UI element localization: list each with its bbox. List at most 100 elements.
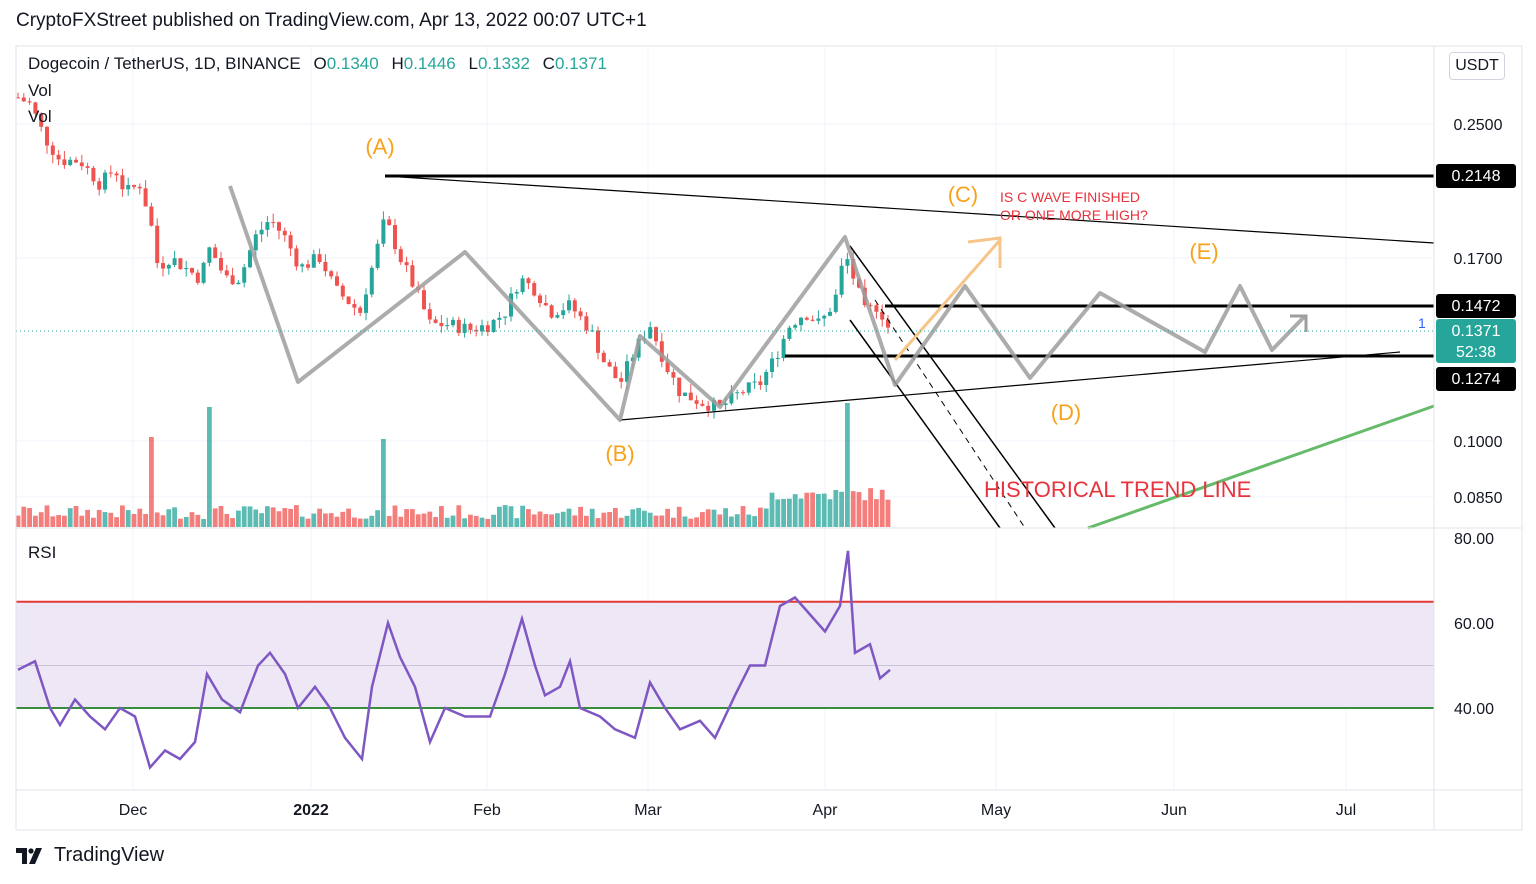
candle-body — [601, 352, 606, 363]
candle-body — [213, 247, 218, 259]
candle-body — [97, 181, 102, 190]
candle-body — [793, 325, 798, 328]
volume-bar — [479, 517, 485, 527]
candle-body — [404, 262, 409, 266]
volume-bar — [531, 514, 537, 527]
candle-body — [828, 311, 832, 316]
candle-body — [735, 392, 740, 394]
upper-trendline — [384, 175, 1435, 244]
candle-body — [555, 315, 560, 318]
candle-body — [596, 330, 600, 353]
price-label: 0.1274 — [1452, 371, 1501, 388]
candle-body — [108, 172, 113, 174]
volume-bar — [769, 492, 775, 527]
candle-body — [79, 162, 84, 167]
candle-body — [868, 305, 873, 307]
price-label-box — [1436, 294, 1516, 318]
volume-bar — [160, 515, 166, 527]
volume-bar — [862, 500, 868, 527]
lower-trendline — [619, 351, 1401, 421]
candle-body — [462, 323, 467, 333]
candle-body — [781, 338, 786, 359]
volume-bar — [607, 512, 612, 527]
rsi-legend[interactable]: RSI — [28, 543, 57, 562]
volume-bar — [305, 518, 311, 527]
candle-body — [346, 296, 351, 304]
volume-bar — [189, 512, 195, 527]
footer-brand[interactable]: TradingView — [16, 844, 164, 867]
candle-body — [74, 159, 78, 163]
candle-body — [683, 392, 687, 396]
volume-bar — [827, 499, 833, 527]
volume-bar — [56, 515, 61, 527]
price-tick-label: 0.1700 — [1454, 251, 1503, 268]
candle-body — [752, 381, 757, 383]
price-tick-label: 0.1000 — [1454, 434, 1503, 451]
volume-bar — [839, 491, 844, 527]
volume-bar — [114, 517, 119, 527]
volume-bar — [212, 508, 218, 527]
volume-bar — [879, 489, 885, 527]
time-tick-label: May — [981, 802, 1011, 819]
currency-button[interactable]: USDT — [1449, 52, 1505, 80]
candle-body — [439, 322, 444, 327]
candle-body — [311, 254, 316, 268]
candle-body — [50, 145, 55, 155]
candle-body — [422, 290, 426, 310]
volume-bar — [642, 510, 647, 527]
candle-body — [746, 382, 751, 393]
volume-bar — [149, 437, 154, 527]
candle-body — [27, 101, 32, 103]
volume-bar — [224, 513, 230, 527]
candle-body — [468, 323, 473, 330]
candle-body — [770, 358, 774, 373]
close-key: C — [542, 54, 555, 73]
chart-frame — [15, 45, 1523, 831]
candle-body — [671, 372, 676, 378]
footer-brand-text: TradingView — [54, 844, 165, 866]
volume-bar — [566, 508, 572, 527]
candle-body — [161, 263, 165, 269]
volume-bar — [357, 518, 363, 527]
volume-bar — [688, 518, 694, 527]
volume-bar — [462, 518, 467, 527]
volume-bar — [526, 509, 531, 527]
volume-bar — [415, 514, 421, 527]
candle-body — [358, 307, 363, 313]
volume-bar — [630, 509, 636, 527]
volume-legend-1[interactable]: Vol — [28, 81, 52, 100]
volume-bar — [33, 515, 38, 527]
price-label: 0.2148 — [1452, 168, 1501, 185]
volume-bar — [131, 513, 137, 527]
volume-bar — [288, 508, 293, 527]
high-value: 0.1446 — [403, 54, 456, 73]
volume-bar — [671, 517, 676, 527]
volume-bar — [781, 498, 786, 527]
volume-bar — [636, 507, 641, 527]
volume-bar — [230, 518, 235, 527]
price-label: 0.1371 — [1452, 323, 1501, 340]
volume-bar — [439, 506, 444, 527]
volume-bar — [125, 510, 131, 527]
candle-body — [625, 361, 629, 382]
candle-body — [688, 392, 693, 401]
volume-bar — [259, 513, 264, 527]
candle-body — [178, 258, 183, 270]
candle-body — [375, 243, 380, 268]
volume-bar — [549, 514, 554, 527]
close-value: 0.1371 — [554, 54, 607, 73]
candle-body — [410, 265, 415, 287]
time-tick-label: Jun — [1161, 802, 1187, 819]
candle-body — [381, 219, 386, 244]
candle-body — [497, 317, 502, 320]
volume-bar — [96, 509, 102, 527]
volume-legend-2[interactable]: Vol — [28, 107, 52, 126]
volume-bar — [218, 505, 224, 527]
symbol-title[interactable]: Dogecoin / TetherUS, 1D, BINANCE — [28, 54, 301, 73]
candle-body — [607, 362, 612, 367]
candle-body — [56, 154, 61, 160]
volume-bar — [856, 492, 862, 527]
volume-bar — [404, 509, 409, 527]
volume-bar — [572, 515, 578, 527]
